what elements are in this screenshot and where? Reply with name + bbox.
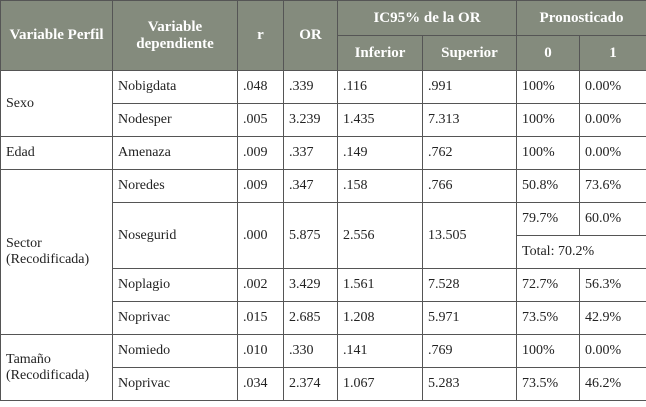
- cell: 3.239: [283, 103, 338, 137]
- cell: Nomiedo: [112, 334, 238, 368]
- cell: Nobigdata: [112, 70, 238, 104]
- cell: .116: [337, 70, 423, 104]
- header-cell: Variable Perfil: [0, 0, 113, 71]
- cell: 100%: [516, 70, 580, 104]
- cell: 100%: [516, 103, 580, 137]
- cell: 56.3%: [579, 268, 646, 302]
- cell: Noplagio: [112, 268, 238, 302]
- cell: 2.685: [283, 301, 338, 335]
- cell: 100%: [516, 334, 580, 368]
- cell: Noprivac: [112, 367, 238, 401]
- group-label: Edad: [0, 136, 113, 170]
- cell: 73.5%: [516, 301, 580, 335]
- header-cell: Pronosticado: [516, 0, 646, 36]
- cell: 1.208: [337, 301, 423, 335]
- cell: .158: [337, 169, 423, 203]
- cell: .005: [237, 103, 284, 137]
- cell: 60.0%: [579, 202, 646, 236]
- header-cell: 1: [579, 35, 646, 71]
- cell: .330: [283, 334, 338, 368]
- cell: .337: [283, 136, 338, 170]
- cell: Amenaza: [112, 136, 238, 170]
- table-row: Edad Amenaza .009.337.149.762 100% 0.00%: [0, 136, 646, 170]
- table-row: Sector (Recodificada) Noredes .009.347.158…: [0, 169, 646, 335]
- cell: Nodesper: [112, 103, 238, 137]
- cell: 1.561: [337, 268, 423, 302]
- header-cell: Superior: [422, 35, 517, 71]
- cell: 7.313: [422, 103, 517, 137]
- cell: 0.00%: [579, 136, 646, 170]
- cell: 13.505: [422, 202, 517, 269]
- table-row: Nodesper .005 3.239 1.435 7.313 100% 0.00%: [1, 103, 646, 137]
- cell: 100%: [516, 136, 580, 170]
- cell: 1.435: [337, 103, 423, 137]
- cell: .141: [337, 334, 423, 368]
- cell: 50.8%: [516, 169, 580, 203]
- cell: 73.5%: [516, 367, 580, 401]
- header-cell: OR: [283, 0, 338, 71]
- header-cell: Inferior: [337, 35, 423, 71]
- cell: .149: [337, 136, 423, 170]
- cell: 7.528: [422, 268, 517, 302]
- cell: .010: [237, 334, 284, 368]
- header-cell: r: [237, 0, 284, 71]
- cell: 5.971: [422, 301, 517, 335]
- cell: 2.556: [337, 202, 423, 269]
- group-label: Sexo: [0, 70, 113, 137]
- table-body: Sexo Nobigdata .048.339.116.991 100% 0.00% No…: [0, 70, 646, 401]
- table-row: Nosegurid .000 5.875 2.556 13.505 79.7% 60.0%: [1, 202, 646, 269]
- cell: .991: [422, 70, 517, 104]
- cell: 79.7%: [516, 202, 580, 236]
- cell: .009: [237, 136, 284, 170]
- cell: 3.429: [283, 268, 338, 302]
- table-row: Sexo Nobigdata .048.339.116.991 100% 0.00%: [0, 70, 646, 137]
- cell: Noprivac: [112, 301, 238, 335]
- cell: Nosegurid: [112, 202, 238, 269]
- cell: 5.283: [422, 367, 517, 401]
- cell: 0.00%: [579, 103, 646, 137]
- group-label: Tamaño (Recodificada): [0, 334, 113, 401]
- header-cell: Variable dependiente: [112, 0, 238, 71]
- cell: .347: [283, 169, 338, 203]
- table-row: Tamaño (Recodificada) Nomiedo .010.330.141…: [0, 334, 646, 401]
- header-cell: 0: [516, 35, 580, 71]
- cell: 1.067: [337, 367, 423, 401]
- cell: 5.875: [283, 202, 338, 269]
- group-label: Sector (Recodificada): [0, 169, 113, 335]
- cell: .002: [237, 268, 284, 302]
- total-cell: Total: 70.2%: [516, 235, 646, 269]
- header-cell: IC95% de la OR: [337, 0, 517, 36]
- cell: .015: [237, 301, 284, 335]
- cell: .009: [237, 169, 284, 203]
- cell: 42.9%: [579, 301, 646, 335]
- table-row: Noprivac .034 2.374 1.067 5.283 73.5% 46.2%: [1, 367, 646, 401]
- cell: 2.374: [283, 367, 338, 401]
- cell: .769: [422, 334, 517, 368]
- cell: .034: [237, 367, 284, 401]
- cell: .762: [422, 136, 517, 170]
- cell: 72.7%: [516, 268, 580, 302]
- cell: .339: [283, 70, 338, 104]
- cell: .048: [237, 70, 284, 104]
- cell: 0.00%: [579, 334, 646, 368]
- cell: 46.2%: [579, 367, 646, 401]
- cell: 73.6%: [579, 169, 646, 203]
- cell: .766: [422, 169, 517, 203]
- cell: .000: [237, 202, 284, 269]
- table-row: Total: 70.2%: [1, 235, 646, 269]
- table-row: Noplagio .002 3.429 1.561 7.528 72.7% 56.3%: [1, 268, 646, 302]
- cell: Noredes: [112, 169, 238, 203]
- table-row: Noprivac .015 2.685 1.208 5.971 73.5% 42.9%: [1, 301, 646, 335]
- cell: 0.00%: [579, 70, 646, 104]
